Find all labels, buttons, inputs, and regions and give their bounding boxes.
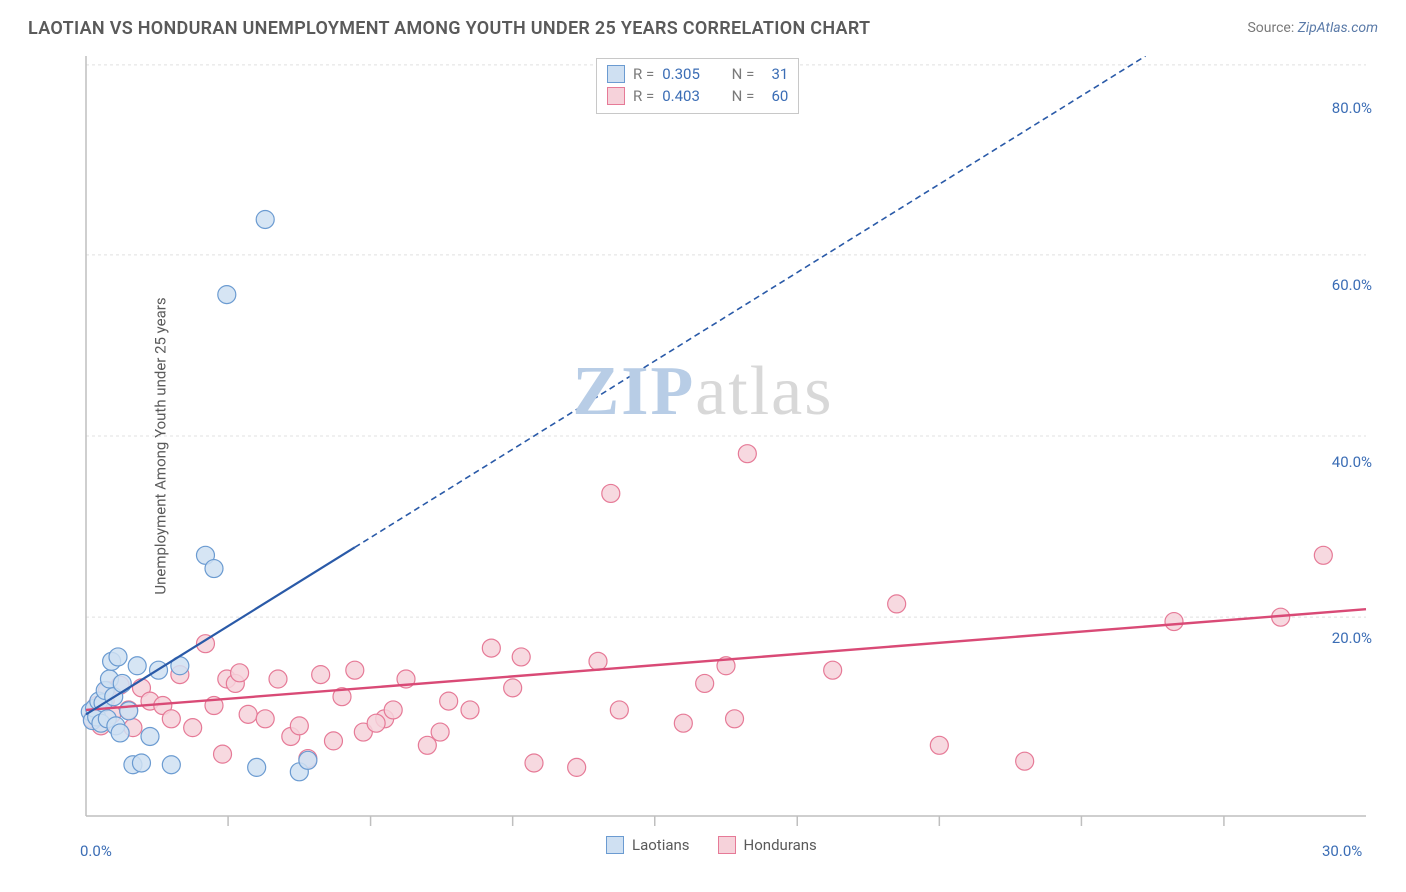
swatch-icon [718, 836, 736, 854]
legend-item-laotians: Laotians [606, 836, 690, 854]
swatch-icon [607, 65, 625, 83]
legend: Laotians Hondurans [606, 836, 817, 854]
y-tick-label: 20.0% [1332, 629, 1372, 647]
source-link[interactable]: ZipAtlas.com [1298, 20, 1378, 36]
source-attribution: Source: ZipAtlas.com [1247, 20, 1378, 36]
chart-svg [40, 56, 1386, 872]
y-tick-label: 80.0% [1332, 99, 1372, 117]
swatch-icon [607, 87, 625, 105]
stats-row-hondurans: R = 0.403 N = 60 [607, 85, 788, 107]
scatter-plot [40, 56, 1386, 872]
y-tick-label: 40.0% [1332, 453, 1372, 471]
x-tick-label: 0.0% [80, 842, 112, 860]
correlation-stats-box: R = 0.305 N = 31R = 0.403 N = 60 [596, 58, 799, 114]
legend-item-hondurans: Hondurans [718, 836, 817, 854]
x-tick-label: 30.0% [1322, 842, 1362, 860]
stats-row-laotians: R = 0.305 N = 31 [607, 63, 788, 85]
chart-title: LAOTIAN VS HONDURAN UNEMPLOYMENT AMONG Y… [28, 18, 870, 39]
y-tick-label: 60.0% [1332, 276, 1372, 294]
swatch-icon [606, 836, 624, 854]
